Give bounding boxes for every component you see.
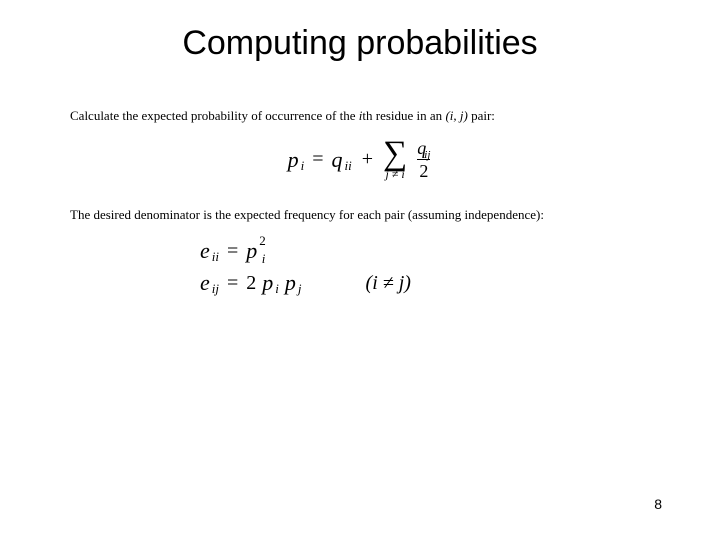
paragraph-1: Calculate the expected probability of oc…	[0, 107, 720, 125]
slide-title: Computing probabilities	[0, 0, 720, 63]
math-var-e: e	[200, 238, 210, 264]
fraction-numerator: qij	[415, 139, 432, 159]
math-var-p: p	[288, 147, 299, 173]
sigma-subscript: j ≠ i	[386, 168, 405, 180]
math-var-p: p	[246, 238, 257, 264]
math-var-q: q	[332, 147, 343, 173]
equals-sign: =	[223, 240, 242, 263]
equation-1: p i = q ii + ∑ j ≠ i qij 2	[0, 139, 720, 180]
page-number: 8	[654, 496, 662, 512]
math-var-p: p	[285, 270, 296, 296]
equation-group-2: e ii = p 2 i e ij = 2 p i p j (i ≠ j)	[0, 238, 720, 296]
math-sub-ij: ij	[424, 149, 430, 161]
math-sub-ii: ii	[212, 249, 219, 265]
equals-sign: =	[223, 272, 242, 295]
math-sub-i: i	[275, 281, 279, 297]
math-sub-i: i	[262, 251, 266, 267]
text-segment: Calculate the expected probability of oc…	[70, 108, 359, 123]
text-segment: pair:	[468, 108, 495, 123]
equals-sign: =	[308, 148, 327, 171]
equation-3: e ij = 2 p i p j (i ≠ j)	[200, 270, 720, 296]
sigma-icon: ∑	[383, 139, 407, 170]
math-var-p: p	[262, 270, 273, 296]
math-condition: (i ≠ j)	[366, 272, 411, 295]
italic-ij-pair: (i, j)	[445, 108, 467, 123]
fraction-denominator: 2	[417, 159, 430, 180]
plus-sign: +	[356, 148, 379, 171]
math-var-e: e	[200, 270, 210, 296]
math-coef-2: 2	[246, 272, 256, 295]
equation-2: e ii = p 2 i	[200, 238, 720, 264]
fraction-block: qij 2	[415, 139, 432, 180]
math-sub-ii: ii	[345, 158, 352, 174]
math-sub-i: i	[301, 158, 305, 174]
math-sup-2: 2	[259, 233, 266, 249]
text-segment: th residue in an	[362, 108, 445, 123]
summation-block: ∑ j ≠ i	[383, 139, 407, 180]
paragraph-2: The desired denominator is the expected …	[0, 206, 720, 224]
math-sub-j: j	[298, 281, 302, 297]
math-sub-ij: ij	[212, 281, 219, 297]
